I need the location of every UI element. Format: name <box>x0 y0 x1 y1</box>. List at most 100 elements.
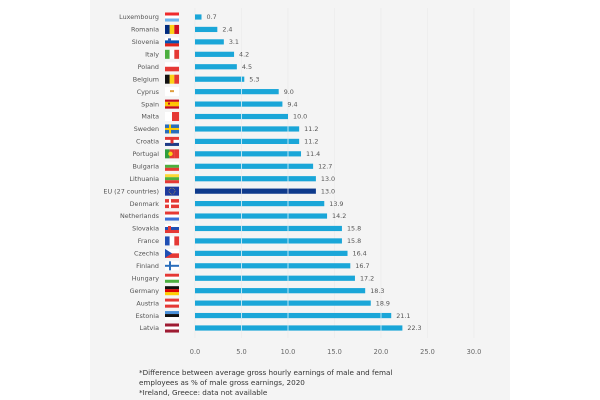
estonia-flag-icon <box>165 311 179 321</box>
slovakia-flag-icon <box>165 223 179 234</box>
luxembourg-flag-icon <box>165 12 179 22</box>
category-label: Latvia <box>140 324 160 332</box>
x-tick-label: 15.0 <box>327 348 342 356</box>
bar <box>195 76 245 82</box>
france-flag-icon <box>165 236 180 246</box>
value-label: 11.2 <box>304 138 318 146</box>
bar <box>195 312 392 319</box>
x-tick-label: 25.0 <box>420 348 435 356</box>
value-label: 14.2 <box>332 212 346 220</box>
austria-flag-icon <box>165 298 179 308</box>
italy-flag-icon <box>165 49 180 59</box>
value-label: 5.3 <box>249 75 259 83</box>
poland-flag-icon <box>165 62 179 72</box>
value-label: 21.1 <box>396 312 410 320</box>
bar <box>195 275 355 281</box>
latvia-flag-icon <box>165 323 179 333</box>
value-label: 11.4 <box>306 150 320 158</box>
chart-panel <box>90 0 510 400</box>
x-tick-label: 20.0 <box>374 348 389 356</box>
belgium-flag-icon <box>165 74 180 84</box>
bar <box>195 225 342 232</box>
value-label: 18.9 <box>376 299 390 307</box>
bar <box>195 163 314 169</box>
bar <box>195 101 283 107</box>
category-label: Belgium <box>133 75 159 83</box>
category-label: EU (27 countries) <box>103 187 159 195</box>
category-label: Portugal <box>133 150 160 158</box>
bar <box>195 151 302 157</box>
portugal-flag-icon <box>165 149 180 159</box>
cyprus-flag-icon <box>165 87 179 97</box>
value-label: 9.4 <box>287 100 297 108</box>
bar <box>195 300 371 306</box>
category-label: Spain <box>141 100 159 108</box>
bar <box>195 238 342 244</box>
category-label: Sweden <box>134 125 159 133</box>
malta-flag-icon <box>165 112 180 122</box>
value-label: 22.3 <box>407 324 421 332</box>
value-label: 2.4 <box>222 26 232 34</box>
value-label: 18.3 <box>370 287 384 295</box>
bar <box>195 213 328 219</box>
x-tick-label: 5.0 <box>236 348 247 356</box>
value-label: 16.7 <box>355 262 369 270</box>
denmark-flag-icon <box>165 199 179 209</box>
eu-flag-icon <box>165 186 179 196</box>
category-label: Denmark <box>130 200 160 208</box>
bar <box>195 51 235 57</box>
bar <box>195 263 351 269</box>
value-label: 3.1 <box>229 38 239 46</box>
category-label: Lithuania <box>129 175 159 183</box>
value-label: 10.0 <box>293 113 307 121</box>
bar <box>195 39 224 45</box>
value-label: 15.8 <box>347 237 361 245</box>
category-label: Czechia <box>134 250 159 258</box>
value-label: 4.2 <box>239 51 249 59</box>
category-label: Malta <box>141 113 159 121</box>
category-label: Finland <box>136 262 159 270</box>
category-label: France <box>138 237 159 245</box>
category-label: Poland <box>138 63 159 71</box>
czechia-flag-icon <box>165 248 179 258</box>
value-label: 13.0 <box>321 175 335 183</box>
footnote: *Difference between average gross hourly… <box>139 368 392 398</box>
category-label: Luxembourg <box>119 13 159 21</box>
value-label: 0.7 <box>207 13 217 21</box>
bulgaria-flag-icon <box>165 161 179 171</box>
romania-flag-icon <box>165 24 180 34</box>
bar <box>195 14 202 20</box>
value-label: 13.9 <box>329 200 343 208</box>
spain-flag-icon <box>165 99 179 109</box>
croatia-flag-icon <box>165 136 179 146</box>
category-label: Netherlands <box>120 212 160 220</box>
category-label: Romania <box>131 26 159 34</box>
value-label: 4.5 <box>242 63 252 71</box>
bar <box>195 325 403 331</box>
category-label: Italy <box>145 51 159 59</box>
bar <box>195 176 316 182</box>
value-label: 12.7 <box>318 162 332 170</box>
bar <box>195 250 348 256</box>
value-label: 9.0 <box>284 88 294 96</box>
category-label: Bulgaria <box>132 162 159 170</box>
footnote-line-1: *Difference between average gross hourly… <box>139 368 393 377</box>
bar <box>195 188 316 194</box>
netherlands-flag-icon <box>165 211 179 221</box>
bar <box>195 64 237 70</box>
category-label: Estonia <box>135 312 159 320</box>
x-tick-label: 0.0 <box>190 348 201 356</box>
bar <box>195 201 325 207</box>
category-label: Germany <box>130 287 160 295</box>
category-label: Slovenia <box>132 38 159 46</box>
x-tick-label: 30.0 <box>467 348 482 356</box>
value-label: 15.8 <box>347 225 361 233</box>
bar <box>195 26 218 33</box>
bar <box>195 89 279 95</box>
value-label: 16.4 <box>353 250 367 258</box>
category-label: Austria <box>136 299 159 307</box>
bar <box>195 288 366 294</box>
category-label: Hungary <box>132 274 160 282</box>
hungary-flag-icon <box>165 273 179 283</box>
